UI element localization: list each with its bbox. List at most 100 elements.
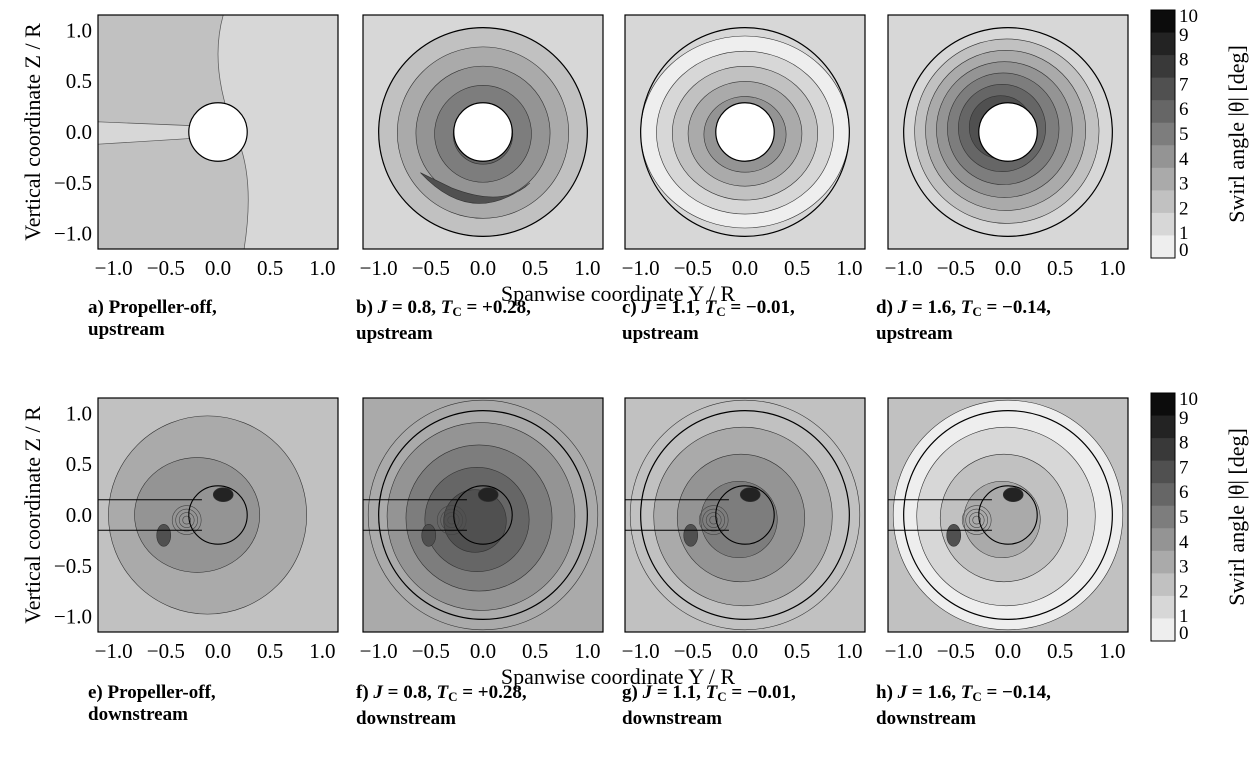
contour-field-g <box>625 398 865 632</box>
colorbar-swatch <box>1151 100 1175 124</box>
thrust-coefficient-value: = −0.01, <box>725 297 795 318</box>
contour-line <box>440 508 463 532</box>
nacelle <box>715 102 775 162</box>
contour-line <box>702 508 725 532</box>
nacelle <box>188 102 248 162</box>
panel-frame <box>362 14 604 250</box>
x-tick-label: −1.0 <box>95 256 133 280</box>
panels-layer <box>97 14 1129 633</box>
thrust-coefficient-subscript: C <box>448 689 458 704</box>
propeller-disk-outline <box>903 27 1113 237</box>
colorbar-tick-label: 10 <box>1179 6 1198 27</box>
colorbar-swatch <box>1151 438 1175 462</box>
advance-ratio-value: = 1.1, <box>651 297 705 318</box>
x-tick-label: 0.0 <box>470 256 496 280</box>
panel-d <box>887 14 1129 250</box>
colorbar-tick-label: 2 <box>1179 581 1189 602</box>
colorbar-tick-label: 0 <box>1179 240 1189 261</box>
caption-c: c) J = 1.1, TC = −0.01, upstream <box>622 297 795 345</box>
colorbar-swatch <box>1151 528 1175 552</box>
thrust-coefficient-value: = −0.01, <box>726 682 796 703</box>
caption-line-2: upstream <box>622 323 699 344</box>
panel-frame <box>97 14 339 250</box>
colorbar-tick-label: 9 <box>1179 408 1189 429</box>
y-tick-label: 0.5 <box>66 452 92 476</box>
colorbar-swatch <box>1151 505 1175 529</box>
colorbar-tick-label: 5 <box>1179 124 1189 145</box>
colorbar-swatch <box>1151 483 1175 507</box>
tip-vortex-upper <box>421 524 437 547</box>
contour-level <box>443 489 507 553</box>
contour-line <box>968 512 985 528</box>
caption-condition: Propeller-off, <box>107 682 216 703</box>
contour-level <box>963 480 1041 559</box>
colorbar-tick-label: 7 <box>1179 74 1189 95</box>
propeller-disk-outline <box>640 27 850 237</box>
x-tick-label: −1.0 <box>622 256 660 280</box>
caption-line-2: upstream <box>88 319 165 340</box>
axes-text-layer: −1.0 −0.5 0.0 0.5 1.0 1.0 0.5 0.0 −0.5 −1.0 −1.0 −0… <box>20 18 1125 689</box>
x-tick-label: 1.0 <box>574 639 600 663</box>
caption-line-2: downstream <box>622 708 722 729</box>
x-tick-label: 0.5 <box>257 256 283 280</box>
contour-level <box>134 457 261 573</box>
caption-line-2: upstream <box>876 323 953 344</box>
contour-line <box>705 512 722 528</box>
colorbar-swatch <box>1151 167 1175 191</box>
panel-frame <box>887 14 1129 250</box>
caption-line-1: d) J = 1.6, TC = −0.14, <box>876 297 1051 323</box>
colorbar-tick-label: 4 <box>1179 149 1189 170</box>
contour-field-d <box>888 15 1128 249</box>
advance-ratio-value: = 0.8, <box>387 297 441 318</box>
caption-line-2: upstream <box>356 323 433 344</box>
x-tick-label: 0.0 <box>995 256 1021 280</box>
advance-ratio-symbol: J <box>897 682 908 703</box>
caption-letter: b) <box>356 297 378 318</box>
thrust-coefficient-symbol: T <box>440 297 453 318</box>
caption-line-2: downstream <box>356 708 456 729</box>
x-tick-label: 0.0 <box>205 639 231 663</box>
caption-letter: f) <box>356 682 374 703</box>
colorbar-swatch <box>1151 77 1175 101</box>
panel-frame <box>624 14 866 250</box>
x-tick-label: −0.5 <box>412 639 450 663</box>
caption-letter: d) <box>876 297 898 318</box>
x-tick-label: −1.0 <box>885 256 923 280</box>
contour-field-a <box>98 15 338 249</box>
tip-vortex-core <box>1002 487 1024 502</box>
caption-line-1: h) J = 1.6, TC = −0.14, <box>876 682 1051 708</box>
caption-e: e) Propeller-off, downstream <box>88 682 216 726</box>
contour-line <box>171 505 202 535</box>
x-axis-label: Spanwise coordinate Y / R <box>501 281 736 306</box>
caption-f: f) J = 0.8, TC = +0.28, downstream <box>356 682 527 730</box>
x-tick-label: 0.0 <box>205 256 231 280</box>
x-tick-label: −0.5 <box>412 256 450 280</box>
panel-frame <box>624 397 866 633</box>
nacelle <box>978 102 1038 162</box>
caption-letter: h) <box>876 682 898 703</box>
caption-line-1: b) J = 0.8, TC = +0.28, <box>356 297 531 323</box>
x-tick-label: 1.0 <box>574 256 600 280</box>
x-tick-label: 0.5 <box>1047 256 1073 280</box>
y-axis-label: Vertical coordinate Z / R <box>20 406 45 624</box>
x-tick-label: −1.0 <box>360 639 398 663</box>
tip-vortex-upper <box>946 524 962 547</box>
y-tick-label: 1.0 <box>66 18 92 42</box>
propeller-disk-outline <box>903 410 1113 620</box>
caption-letter: g) <box>622 682 643 703</box>
x-tick-label: −0.5 <box>937 639 975 663</box>
thrust-coefficient-value: = +0.28, <box>457 682 527 703</box>
advance-ratio-value: = 1.1, <box>652 682 706 703</box>
x-tick-label: −1.0 <box>622 639 660 663</box>
thrust-coefficient-subscript: C <box>972 304 982 319</box>
advance-ratio-value: = 0.8, <box>382 682 437 703</box>
x-tick-label: 0.5 <box>784 256 810 280</box>
thrust-coefficient-subscript: C <box>972 689 982 704</box>
caption-condition: Propeller-off, <box>108 297 217 318</box>
x-tick-label: −1.0 <box>360 256 398 280</box>
nacelle-outline <box>715 485 775 545</box>
caption-line-1: e) Propeller-off, <box>88 682 216 704</box>
colorbar-tick-label: 9 <box>1179 25 1189 46</box>
thrust-coefficient-value: = +0.28, <box>461 297 531 318</box>
